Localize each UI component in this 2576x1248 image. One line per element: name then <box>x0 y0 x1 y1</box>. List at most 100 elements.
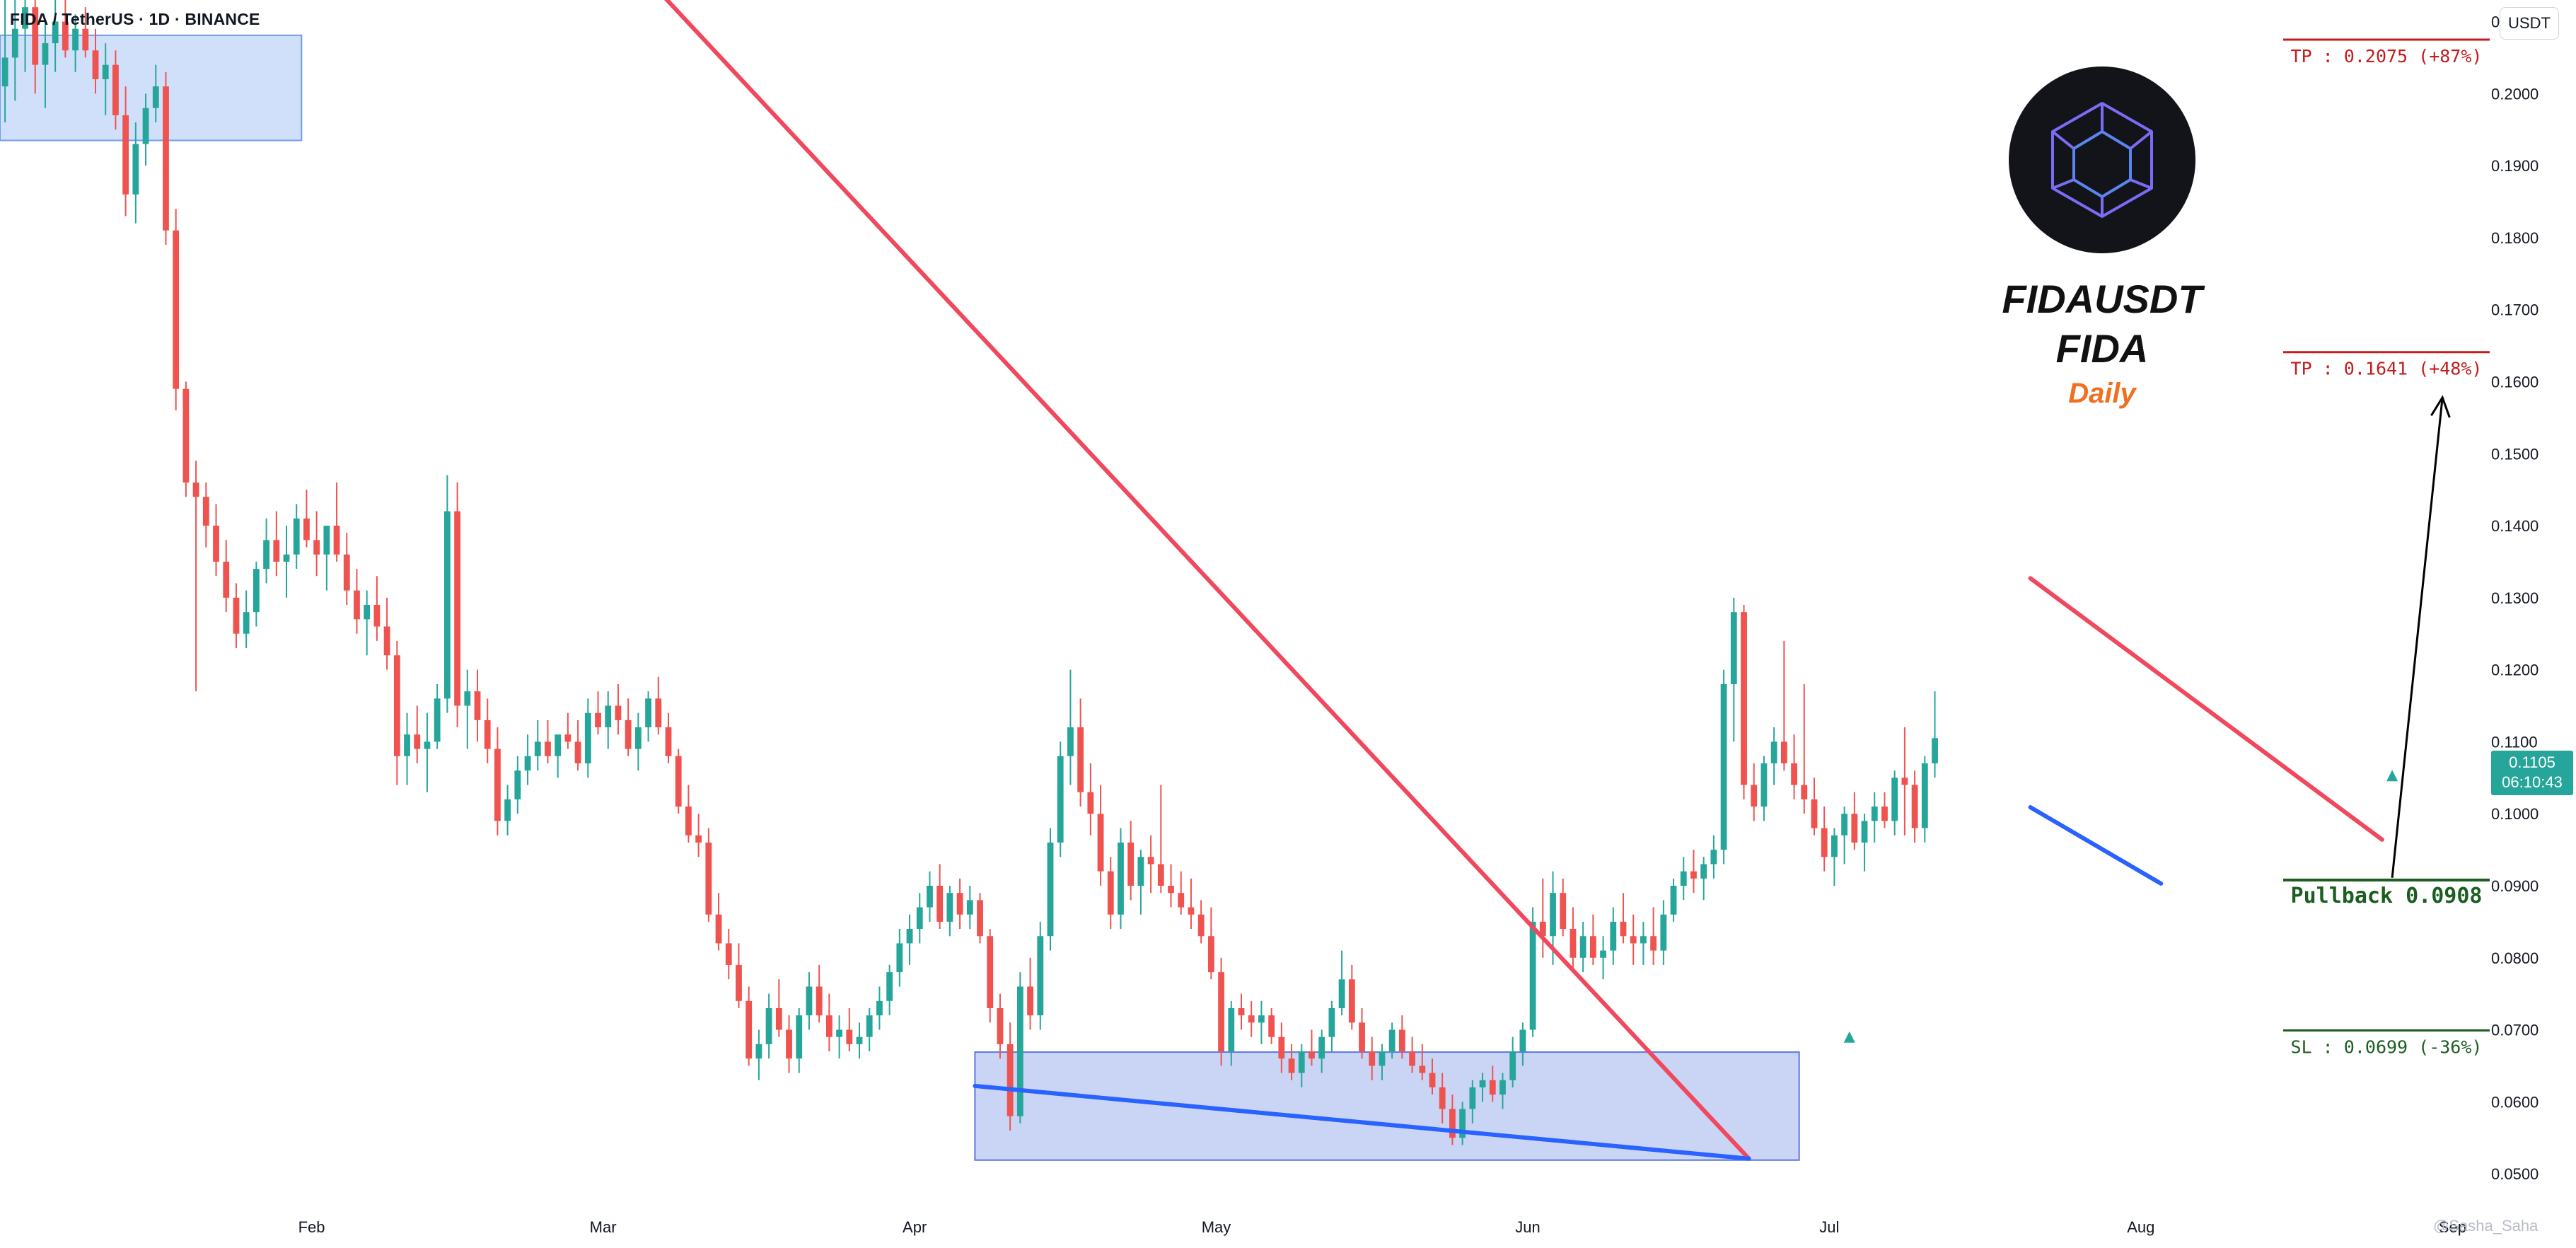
y-tick-label: 0.1400 <box>2491 517 2539 535</box>
candle-body <box>665 727 672 756</box>
tp2-level-label: TP : 0.2075 (+87%) <box>2291 46 2483 67</box>
candle-body <box>303 518 310 541</box>
candle-body <box>1770 741 1777 763</box>
candle-body <box>1278 1036 1285 1059</box>
candle <box>1489 1065 1496 1102</box>
candle-body <box>574 741 581 763</box>
candle <box>705 828 712 922</box>
candle-body <box>1780 741 1787 763</box>
candle <box>1650 907 1657 965</box>
candle-body <box>1710 850 1717 865</box>
currency-selector[interactable]: USDT <box>2500 7 2559 40</box>
candle <box>1298 1044 1305 1087</box>
candle <box>906 914 913 965</box>
candle-body <box>997 1008 1004 1044</box>
candle-body <box>112 64 119 115</box>
candle <box>595 691 601 735</box>
candle-body <box>555 734 562 756</box>
candle-body <box>1760 763 1768 807</box>
candle-body <box>524 756 531 771</box>
pair-title: FIDAUSDT <box>2002 277 2203 321</box>
candle-body <box>1459 1109 1466 1138</box>
candle-body <box>1107 871 1114 915</box>
candle-body <box>1137 857 1144 886</box>
candle <box>303 490 310 548</box>
candle <box>1821 807 1828 872</box>
candle <box>1027 957 1033 1030</box>
ticker-title: FIDA <box>2055 326 2149 371</box>
candle-body <box>1550 893 1556 937</box>
candle-body <box>1911 785 1918 828</box>
candle-body <box>1589 936 1596 958</box>
candle-body <box>1670 885 1677 915</box>
candle-body <box>1891 778 1898 821</box>
candle-body <box>775 1008 782 1030</box>
candle <box>836 1015 842 1059</box>
candle-body <box>906 929 913 944</box>
candle <box>1791 734 1797 799</box>
candle-body <box>1369 1051 1376 1066</box>
candle <box>1801 683 1808 814</box>
candle-body <box>1318 1036 1325 1059</box>
candle <box>916 893 923 944</box>
candle-body <box>1067 727 1074 756</box>
candle <box>1911 770 1918 843</box>
y-tick-label: 0.1800 <box>2491 229 2539 247</box>
candle-body <box>283 554 290 562</box>
candle-body <box>1469 1087 1476 1109</box>
candle <box>1197 900 1205 944</box>
candle <box>1137 850 1144 915</box>
y-tick-label: 0.0500 <box>2491 1165 2539 1183</box>
y-tick-label: 0.0900 <box>2491 877 2539 895</box>
candle-body <box>1379 1051 1386 1066</box>
candle <box>1479 1073 1486 1102</box>
candle <box>313 511 320 577</box>
candle-body <box>806 986 813 1016</box>
candle-body <box>1489 1080 1496 1095</box>
candle-body <box>705 842 712 915</box>
candle-body <box>404 734 410 756</box>
candle <box>1379 1044 1386 1080</box>
candle-body <box>1218 972 1224 1052</box>
candle <box>715 893 722 951</box>
candle-body <box>856 1036 863 1044</box>
candle-body <box>182 388 190 483</box>
candle-body <box>1309 1051 1315 1059</box>
candle <box>72 14 79 72</box>
candle <box>283 526 290 598</box>
up-marker-aug <box>2386 770 2398 782</box>
candle <box>675 749 682 814</box>
candle <box>1258 1000 1265 1044</box>
candle <box>102 43 109 115</box>
candle-body <box>1650 936 1657 951</box>
x-tick-label: Mar <box>590 1218 617 1236</box>
candle <box>443 475 451 713</box>
candle <box>634 712 642 771</box>
candle-body <box>1579 936 1586 958</box>
candle <box>504 785 511 836</box>
zone-0 <box>0 34 303 141</box>
candle <box>1720 669 1727 865</box>
candle <box>434 683 441 749</box>
candle <box>52 0 59 72</box>
candle-body <box>1429 1073 1436 1087</box>
candle <box>1047 828 1054 951</box>
trendline-2 <box>2028 576 2384 842</box>
candle-body <box>383 626 390 656</box>
candle-body <box>1027 986 1033 1016</box>
candle-body <box>1207 936 1214 973</box>
candle <box>354 569 360 634</box>
symbol-label[interactable]: FIDA / TetherUS · 1D · BINANCE <box>10 10 260 28</box>
candle <box>977 893 983 944</box>
candle-body <box>1328 1008 1335 1037</box>
candle <box>1831 828 1838 886</box>
last-price-value: 0.1105 <box>2509 753 2555 771</box>
candle-body <box>1006 1044 1014 1116</box>
candle <box>1760 756 1768 821</box>
candle <box>1077 698 1084 807</box>
candle <box>1147 835 1154 894</box>
candle <box>816 964 823 1023</box>
candle <box>1751 763 1758 821</box>
